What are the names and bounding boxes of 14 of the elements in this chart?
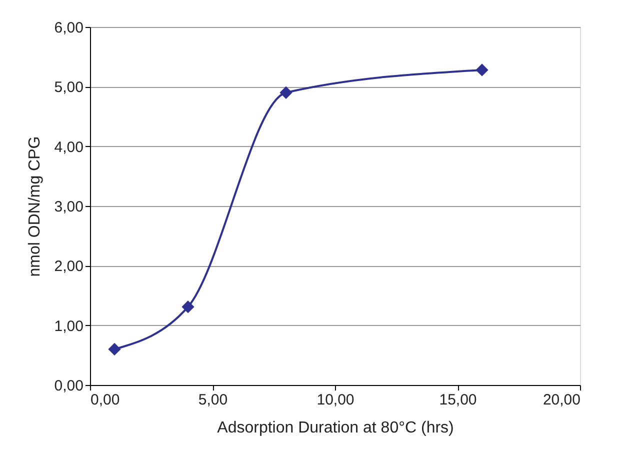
y-tick-label: 1,00 [54,318,84,335]
x-axis-title: Adsorption Duration at 80°C (hrs) [217,420,454,436]
y-axis-title: nmol ODN/mg CPG [26,136,44,277]
y-tick-label: 5,00 [54,79,84,96]
x-tick-label: 15,00 [439,392,477,408]
y-tick-label: 0,00 [54,378,84,394]
x-tick-label: 0,00 [90,392,120,408]
y-tick-label: 3,00 [54,198,84,216]
x-tick-label: 20,00 [542,392,580,408]
y-tick-label: 6,00 [54,20,84,36]
x-tick-label: 5,00 [198,392,228,408]
y-tick-label: 4,00 [54,138,84,156]
y-tick-label: 2,00 [54,258,84,276]
x-tick-label: 10,00 [316,392,354,408]
